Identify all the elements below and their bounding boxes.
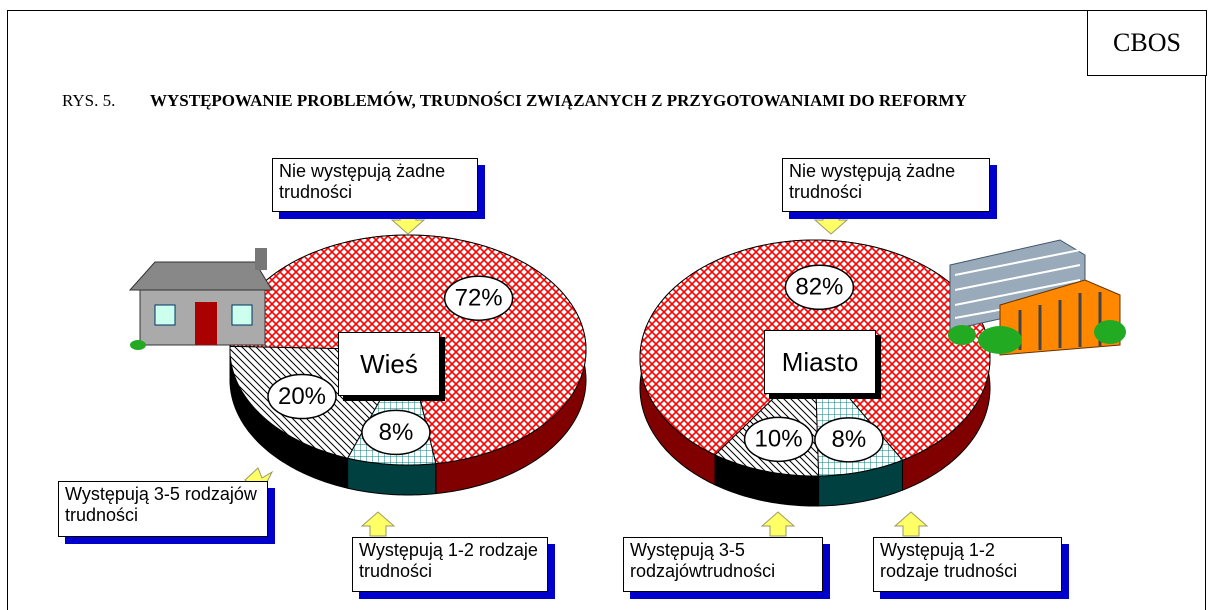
value-label-bubble [443,275,514,321]
figure-number: RYS. 5. [62,91,116,110]
value-label: 8% [832,426,867,453]
value-label: 10% [755,426,803,453]
source: CBOS [1087,10,1207,76]
building-icon [948,239,1126,356]
callout: Występują 3-5 rodzajówtrudności [623,537,823,592]
value-label-bubble [814,417,884,463]
value-label-bubble [361,409,431,456]
callout: Występują 1-2 rodzaje trudności [352,537,548,592]
value-label: 8% [379,419,414,446]
value-label: 72% [455,285,503,312]
pie-title: Miasto [764,330,876,394]
value-label-bubble [267,373,337,420]
frame [7,10,1206,610]
callout: Występują 3-5 rodzajów trudności [58,481,268,537]
callout: Występują 1-2 rodzaje trudności [873,537,1062,592]
pie-title: Wieś [338,332,440,396]
callout: Nie występują żadne trudności [272,158,478,212]
value-label-bubble [743,416,814,463]
title: WYSTĘPOWANIE PROBLEMÓW, TRUDNOŚCI ZWIĄZA… [150,91,967,110]
house-icon [128,248,273,350]
value-label: 82% [795,274,843,301]
callout: Nie występują żadne trudności [782,158,990,212]
value-label: 20% [278,383,326,410]
value-label-bubble [784,264,855,311]
